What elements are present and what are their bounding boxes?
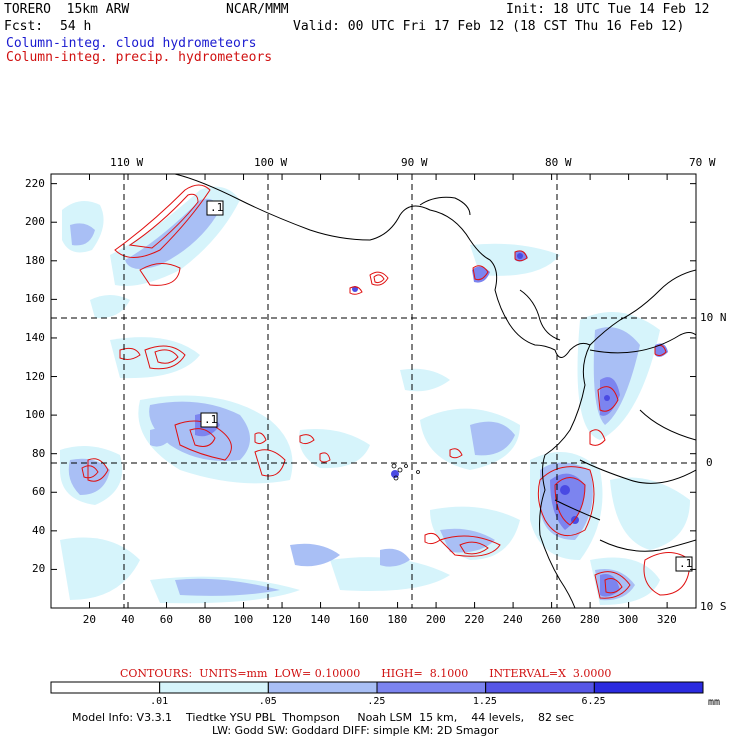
y-tick-label: 40 bbox=[32, 523, 46, 537]
lon-label-110w: 110 W bbox=[110, 156, 144, 169]
galapagos-islands bbox=[391, 463, 420, 481]
x-tick-label: 300 bbox=[618, 613, 639, 626]
coastlines bbox=[174, 174, 696, 608]
lon-label-80w: 80 W bbox=[545, 156, 572, 169]
colorbar-swatch bbox=[267, 681, 378, 694]
colorbar-swatch bbox=[593, 681, 704, 694]
cloud-shading bbox=[51, 174, 696, 608]
y-tick-label: 100 bbox=[25, 408, 45, 422]
lon-label-70w: 70 W bbox=[689, 156, 716, 169]
colorbar-swatch bbox=[485, 681, 595, 694]
colorbar-unit: mm bbox=[708, 697, 721, 708]
colorbar-swatch bbox=[376, 681, 487, 694]
high-label-2: .1 bbox=[204, 413, 218, 426]
x-tick-label: 160 bbox=[348, 613, 369, 626]
model-title: TORERO 15km ARW bbox=[4, 2, 130, 17]
lat-label-10n: 10 N bbox=[700, 311, 727, 324]
y-tick-label: 160 bbox=[25, 292, 45, 306]
colorbar-value: .05 bbox=[258, 696, 277, 707]
colorbar-value: .25 bbox=[367, 696, 386, 707]
x-tick-label: 280 bbox=[579, 613, 600, 626]
x-tick-label: 320 bbox=[656, 613, 677, 626]
x-tick-label: 220 bbox=[464, 613, 485, 626]
lat-label-10s: 10 S bbox=[700, 600, 727, 613]
x-tick-label: 140 bbox=[310, 613, 331, 626]
x-tick-label: 60 bbox=[159, 613, 173, 626]
x-tick-label: 20 bbox=[82, 613, 96, 626]
x-tick-label: 240 bbox=[502, 613, 523, 626]
colorbar-swatch bbox=[50, 681, 161, 694]
latlon-grid bbox=[51, 174, 696, 608]
map-frame bbox=[50, 173, 697, 609]
field-precip-label: Column-integ. precip. hydrometeors bbox=[6, 50, 273, 65]
y-tick-label: 180 bbox=[25, 253, 45, 267]
x-tick-label: 100 bbox=[233, 613, 254, 626]
valid-time: Valid: 00 UTC Fri 17 Feb 12 (18 CST Thu … bbox=[293, 19, 685, 34]
x-tick-label: 80 bbox=[198, 613, 212, 626]
field-cloud-label: Column-integ. cloud hydrometeors bbox=[6, 36, 257, 51]
colorbar bbox=[50, 681, 704, 694]
high-label-3: .1 bbox=[679, 557, 693, 570]
lat-label-0: 0 bbox=[706, 456, 713, 469]
y-tick-label: 220 bbox=[25, 176, 45, 190]
x-tick-label: 180 bbox=[387, 613, 408, 626]
colorbar-swatch bbox=[159, 681, 269, 694]
model-info-line-1: Model Info: V3.3.1 Tiedtke YSU PBL Thomp… bbox=[72, 711, 575, 724]
axis-ticks bbox=[51, 174, 696, 608]
high-label-boxes bbox=[200, 200, 693, 572]
y-tick-label: 60 bbox=[32, 485, 46, 499]
y-tick-label: 80 bbox=[32, 446, 46, 460]
center-label: NCAR/MMM bbox=[226, 2, 289, 17]
colorbar-value: 1.25 bbox=[472, 696, 497, 707]
init-time: Init: 18 UTC Tue 14 Feb 12 bbox=[506, 2, 710, 17]
x-tick-label: 120 bbox=[271, 613, 292, 626]
lon-label-90w: 90 W bbox=[401, 156, 428, 169]
fcst-label: Fcst: bbox=[4, 19, 44, 34]
y-tick-label: 140 bbox=[25, 330, 45, 344]
x-tick-label: 260 bbox=[541, 613, 562, 626]
contour-info: CONTOURS: UNITS=mm LOW= 0.10000 HIGH= 8.… bbox=[120, 667, 612, 680]
y-tick-label: 120 bbox=[25, 369, 45, 383]
model-info-line-2: LW: Godd SW: Goddard DIFF: simple KM: 2D… bbox=[212, 724, 499, 737]
y-tick-label: 200 bbox=[25, 215, 45, 229]
fcst-value: 54 h bbox=[60, 19, 92, 34]
high-label-1: .1 bbox=[210, 201, 224, 214]
lon-label-100w: 100 W bbox=[254, 156, 288, 169]
x-tick-label: 40 bbox=[121, 613, 135, 626]
colorbar-value: .01 bbox=[150, 696, 169, 707]
y-tick-label: 20 bbox=[32, 562, 46, 576]
x-tick-label: 200 bbox=[425, 613, 446, 626]
colorbar-value: 6.25 bbox=[581, 696, 606, 707]
